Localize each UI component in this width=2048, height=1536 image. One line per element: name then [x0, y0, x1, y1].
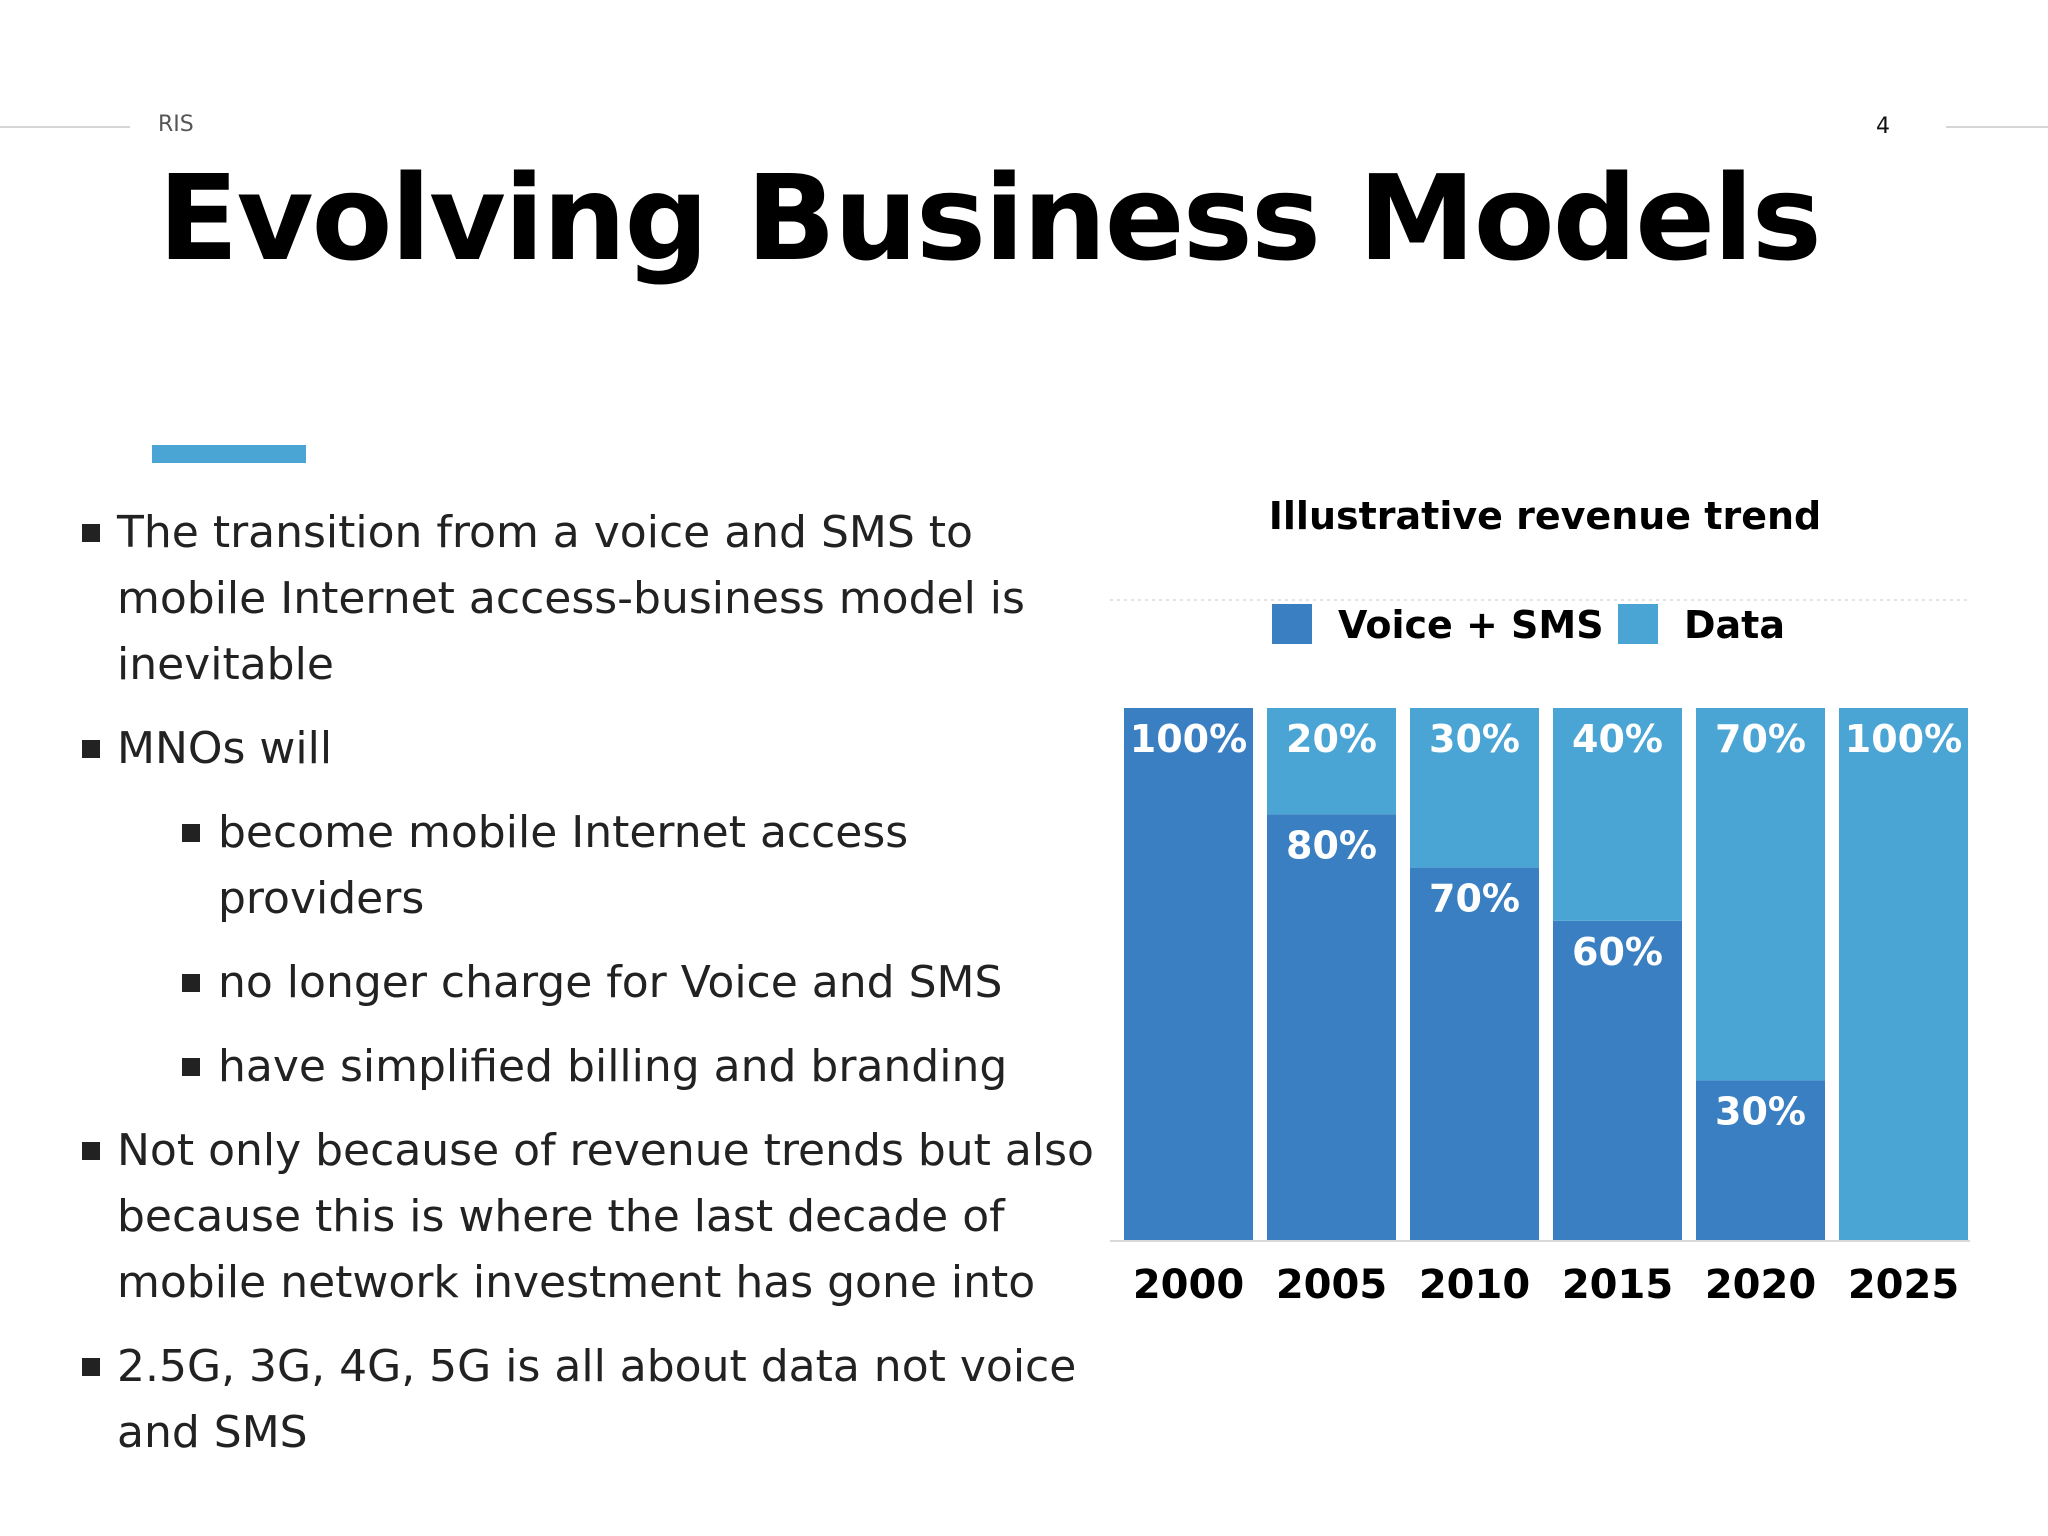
header-rule-left [0, 126, 130, 128]
data-label: 20% [1286, 717, 1377, 761]
header-rule-right [1946, 126, 2048, 128]
data-label: 70% [1715, 717, 1806, 761]
header-label: RIS [158, 112, 194, 137]
x-tick-label: 2005 [1276, 1262, 1387, 1308]
data-label: 60% [1572, 930, 1663, 974]
bullet-text: MNOs will [117, 723, 333, 774]
legend-label: Data [1684, 603, 1785, 647]
square-bullet-icon [82, 740, 100, 758]
square-bullet-icon [82, 1358, 100, 1376]
bar-segment [1124, 708, 1253, 1240]
bullet-list: The transition from a voice and SMS to m… [80, 500, 1100, 1484]
square-bullet-icon [82, 524, 100, 542]
bar-segment [1410, 708, 1539, 868]
square-bullet-icon [182, 974, 200, 992]
bullet-text: have simplified billing and branding [218, 1041, 1008, 1092]
data-label: 30% [1715, 1089, 1806, 1133]
bullet-text: no longer charge for Voice and SMS [218, 957, 1003, 1008]
x-tick-label: 2025 [1848, 1262, 1959, 1308]
legend-swatch [1618, 604, 1658, 644]
data-label: 40% [1572, 717, 1663, 761]
square-bullet-icon [82, 1142, 100, 1160]
bullet-item: The transition from a voice and SMS to m… [80, 500, 1100, 698]
page-title: Evolving Business Models [158, 149, 1822, 287]
bar-segment [1553, 708, 1682, 921]
bar-segment [1696, 708, 1825, 1081]
chart-title: Illustrative revenue trend [1268, 494, 1822, 538]
revenue-trend-chart: Voice + SMS Data 100% 2000 20% 80% 2005 30% 70% 2… [1110, 599, 1970, 1308]
data-label: 70% [1429, 877, 1520, 921]
legend-label: Voice + SMS [1338, 603, 1604, 647]
title-accent-bar [152, 445, 306, 463]
sub-bullet-item: become mobile Internet access providers [180, 800, 1100, 932]
bar-segment [1410, 867, 1539, 1240]
x-tick-label: 2015 [1562, 1262, 1673, 1308]
square-bullet-icon [182, 824, 200, 842]
bullet-item: Not only because of revenue trends but a… [80, 1118, 1100, 1316]
data-label: 100% [1130, 717, 1247, 761]
x-tick-label: 2010 [1419, 1262, 1530, 1308]
bullet-text: become mobile Internet access providers [218, 807, 909, 924]
square-bullet-icon [182, 1058, 200, 1076]
bar-segment [1267, 814, 1396, 1240]
bullet-text: 2.5G, 3G, 4G, 5G is all about data not v… [117, 1341, 1077, 1458]
bar-segment [1553, 920, 1682, 1240]
data-label: 100% [1845, 717, 1962, 761]
data-label: 80% [1286, 823, 1377, 867]
bar-segment [1267, 708, 1396, 815]
bar-segment [1696, 1080, 1825, 1240]
legend-swatch [1272, 604, 1312, 644]
bullet-item: MNOs will [80, 716, 1100, 782]
x-tick-label: 2020 [1705, 1262, 1816, 1308]
sub-bullet-item: no longer charge for Voice and SMS [180, 950, 1100, 1016]
bullet-text: Not only because of revenue trends but a… [117, 1125, 1094, 1308]
sub-bullet-item: have simplified billing and branding [180, 1034, 1100, 1100]
page-number: 4 [1876, 114, 1890, 139]
x-tick-label: 2000 [1133, 1262, 1244, 1308]
bullet-text: The transition from a voice and SMS to m… [117, 507, 1025, 690]
bullet-item: 2.5G, 3G, 4G, 5G is all about data not v… [80, 1334, 1100, 1466]
bar-segment [1839, 708, 1968, 1240]
data-label: 30% [1429, 717, 1520, 761]
